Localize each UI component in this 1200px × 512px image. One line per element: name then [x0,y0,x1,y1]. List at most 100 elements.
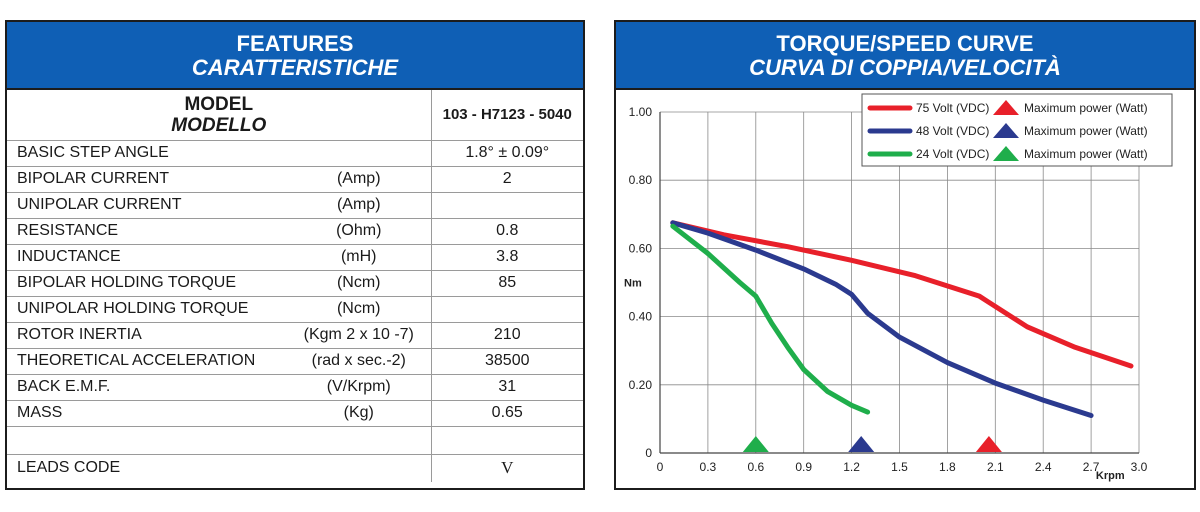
torque-speed-chart: 0 0.3 0.6 0.9 1.2 1.5 1.8 2.1 2.4 2.7 3.0 0 0.20 0.40… [624,93,1173,482]
feature-value: 31 [430,374,583,401]
legend-marker-label: Maximum power (Watt) [1024,101,1148,115]
x-tick-label: 0.6 [747,460,764,474]
x-tick-label: 3.0 [1131,460,1148,474]
feature-unit: (Ncm) [287,270,431,297]
max-power-marker [975,436,1002,452]
model-value: 103 - H7123 - 5040 [430,90,583,141]
x-tick-label: 2.4 [1035,460,1052,474]
features-table: MODEL MODELLO 103 - H7123 - 5040 BASIC S… [7,90,583,482]
feature-value [430,192,583,219]
leads-unit [287,454,431,482]
y-axis-label: Nm [624,278,642,290]
x-axis-label: Krpm [1096,470,1125,482]
chart-panel: TORQUE/SPEED CURVE CURVA DI COPPIA/VELOC… [614,20,1196,490]
feature-name: UNIPOLAR HOLDING TORQUE [7,296,287,323]
feature-unit: (Ohm) [287,218,431,245]
legend-marker-label: Maximum power (Watt) [1024,147,1148,161]
blank-row [7,426,583,455]
feature-value: 0.65 [430,400,583,427]
max-power-marker [848,436,875,452]
x-tick-label: 2.7 [1083,460,1100,474]
model-label: MODEL [184,93,254,115]
feature-unit: (rad x sec.-2) [287,348,431,375]
feature-unit: (Amp) [287,166,431,193]
feature-unit: (mH) [287,244,431,271]
feature-value: 85 [430,270,583,297]
feature-unit: (Ncm) [287,296,431,323]
feature-value [430,296,583,323]
feature-name: ROTOR INERTIA [7,322,287,349]
feature-name: THEORETICAL ACCELERATION [7,348,287,375]
feature-value: 3.8 [430,244,583,271]
feature-row: BASIC STEP ANGLE 1.8° ± 0.09° [7,140,583,167]
blank-cell [7,426,287,455]
feature-unit: (V/Krpm) [287,374,431,401]
y-tick-label: 0.40 [629,310,653,324]
feature-row: THEORETICAL ACCELERATION (rad x sec.-2) 38… [7,348,583,375]
x-tick-label: 1.5 [891,460,908,474]
model-row: MODEL MODELLO 103 - H7123 - 5040 [7,90,583,141]
feature-value: 210 [430,322,583,349]
x-tick-label: 1.8 [939,460,956,474]
series-line [670,220,1134,369]
feature-value: 2 [430,166,583,193]
max-power-marker [742,436,769,452]
feature-row: BACK E.M.F. (V/Krpm) 31 [7,374,583,401]
chart-header: TORQUE/SPEED CURVE CURVA DI COPPIA/VELOC… [616,22,1194,90]
legend-box [861,93,1173,167]
legend-series-label: 75 Volt (VDC) [916,101,989,115]
feature-row: UNIPOLAR CURRENT (Amp) [7,192,583,219]
features-panel: FEATURES CARATTERISTICHE MODEL MODELLO 1… [5,20,585,490]
features-header: FEATURES CARATTERISTICHE [7,22,583,90]
x-tick-label: 1.2 [843,460,860,474]
feature-value: 0.8 [430,218,583,245]
x-tick-label: 0 [657,460,664,474]
feature-row: INDUCTANCE (mH) 3.8 [7,244,583,271]
model-label-cell: MODEL MODELLO [7,90,431,141]
leads-row: LEADS CODE V [7,454,583,482]
feature-name: INDUCTANCE [7,244,287,271]
legend-marker-triangle [993,146,1019,161]
blank-cell [287,426,431,455]
legend-marker-label: Maximum power (Watt) [1024,124,1148,138]
feature-row: ROTOR INERTIA (Kgm 2 x 10 -7) 210 [7,322,583,349]
x-tick-label: 0.9 [795,460,812,474]
feature-unit [287,140,431,167]
feature-row: MASS (Kg) 0.65 [7,400,583,427]
feature-row: BIPOLAR HOLDING TORQUE (Ncm) 85 [7,270,583,297]
x-tick-label: 0.3 [700,460,717,474]
y-tick-label: 0.80 [629,173,653,187]
blank-cell [430,426,583,455]
feature-unit: (Amp) [287,192,431,219]
legend-series-label: 24 Volt (VDC) [916,147,989,161]
chart-title-italian: CURVA DI COPPIA/VELOCITÀ [749,55,1061,80]
y-tick-label: 1.00 [629,105,653,119]
y-tick-label: 0 [645,446,652,460]
feature-value: 1.8° ± 0.09° [430,140,583,167]
feature-name: RESISTANCE [7,218,287,245]
chart-title: TORQUE/SPEED CURVE [776,31,1034,56]
feature-name: MASS [7,400,287,427]
feature-name: UNIPOLAR CURRENT [7,192,287,219]
features-title-italian: CARATTERISTICHE [191,55,399,80]
feature-row: UNIPOLAR HOLDING TORQUE (Ncm) [7,296,583,323]
leads-value: V [430,454,583,482]
model-label-italian: MODELLO [171,114,267,136]
leads-label: LEADS CODE [17,459,121,477]
feature-unit: (Kgm 2 x 10 -7) [287,322,431,349]
series-line [670,223,871,415]
feature-value: 38500 [430,348,583,375]
features-title: FEATURES [236,31,354,56]
y-tick-label: 0.20 [629,378,653,392]
feature-name: BACK E.M.F. [7,374,287,401]
y-tick-label: 0.60 [629,241,653,255]
feature-name: BIPOLAR CURRENT [7,166,287,193]
feature-unit: (Kg) [287,400,431,427]
legend-marker-triangle [993,100,1019,115]
x-tick-label: 2.1 [987,460,1004,474]
feature-row: BIPOLAR CURRENT (Amp) 2 [7,166,583,193]
feature-row: RESISTANCE (Ohm) 0.8 [7,218,583,245]
series-line [670,220,1094,418]
legend-marker-triangle [993,123,1019,138]
feature-name: BASIC STEP ANGLE [7,140,287,167]
